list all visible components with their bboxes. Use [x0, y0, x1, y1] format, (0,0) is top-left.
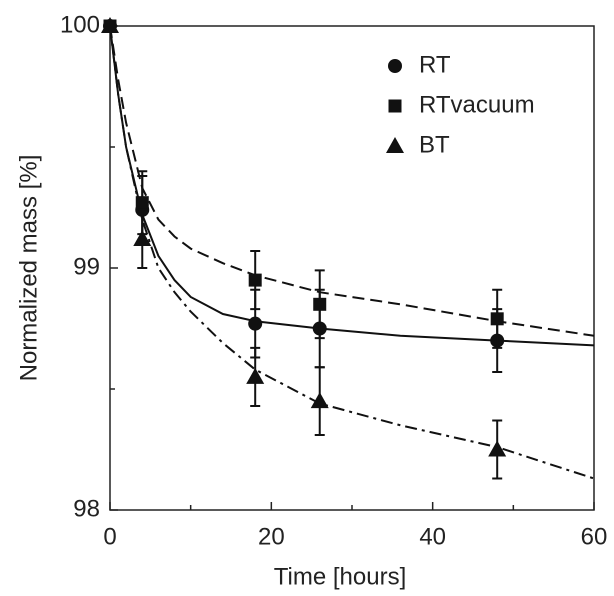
data-point — [133, 229, 152, 246]
data-point — [135, 196, 149, 210]
data-point — [490, 312, 504, 326]
data-point — [310, 392, 329, 409]
x-tick-label: 60 — [581, 523, 608, 550]
y-tick-label: 99 — [73, 253, 100, 280]
x-axis-label: Time [hours] — [274, 563, 406, 590]
data-point — [248, 273, 262, 287]
x-tick-label: 0 — [103, 523, 116, 550]
y-tick-label: 100 — [60, 11, 100, 38]
x-tick-label: 20 — [258, 523, 285, 550]
legend-marker — [386, 137, 404, 153]
data-point — [101, 17, 119, 33]
x-tick-label: 40 — [419, 523, 446, 550]
legend-label: BT — [419, 131, 450, 158]
legend-label: RTvacuum — [419, 91, 535, 118]
data-point — [488, 440, 507, 457]
legend-marker — [388, 99, 402, 113]
y-axis-label: Normalized mass [%] — [15, 155, 42, 382]
y-tick-label: 98 — [73, 495, 100, 522]
data-point — [313, 297, 327, 311]
fit-line — [109, 25, 595, 337]
data-point — [246, 367, 265, 384]
legend-label: RT — [419, 51, 451, 78]
legend-marker — [388, 59, 402, 73]
fit-line — [109, 25, 595, 480]
fit-line — [109, 25, 595, 347]
data-point — [248, 316, 263, 331]
